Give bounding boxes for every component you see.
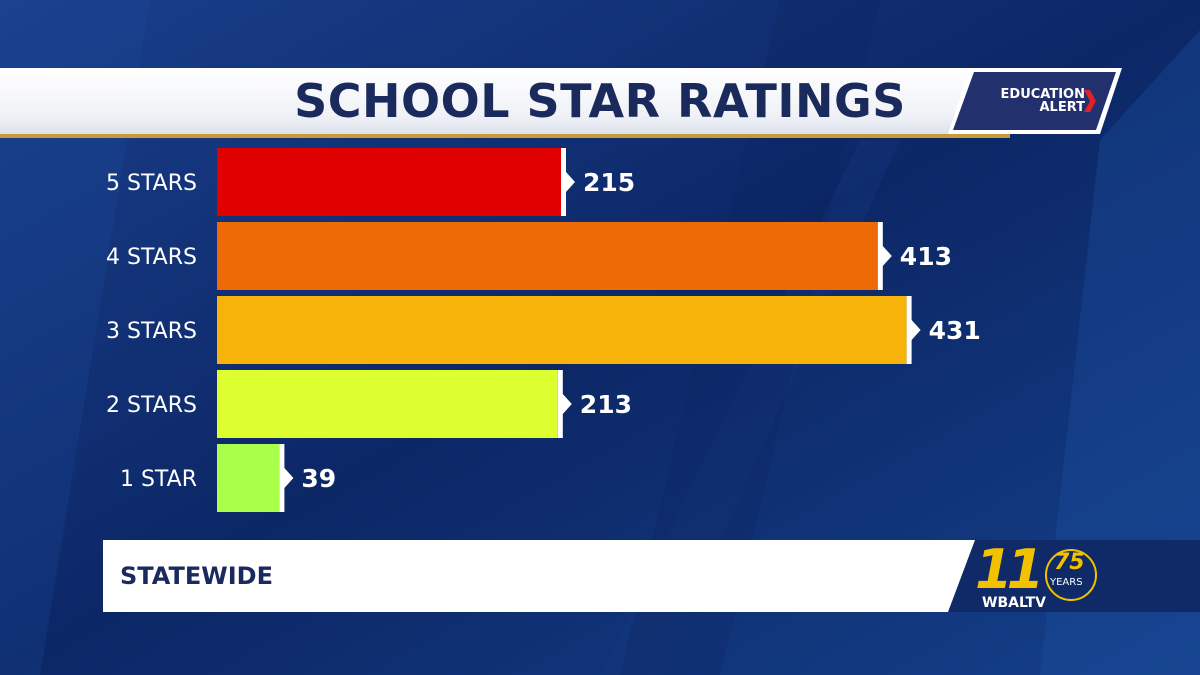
bar <box>217 148 561 216</box>
anniversary-ring-icon <box>1045 549 1097 601</box>
category-label: 4 STARS <box>106 245 197 270</box>
footer-label: STATEWIDE <box>120 562 273 590</box>
bar-chart: 5 STARS 215 4 STARS 413 3 STARS 431 2 STARS 213… <box>106 148 981 512</box>
bar <box>217 222 878 290</box>
bar-end-marker <box>279 444 294 512</box>
anniversary-years: YEARS <box>1050 577 1083 588</box>
bar-end-marker <box>561 148 575 216</box>
channel-11-logo: 11 <box>975 538 1044 601</box>
education-alert-badge <box>948 68 1122 134</box>
badge-line-2: ALERT <box>1039 100 1085 115</box>
bar-end-marker <box>877 222 892 290</box>
category-label: 2 STARS <box>106 393 197 418</box>
education-alert-text: EDUCATION ALERT <box>975 88 1085 114</box>
footer-band <box>103 540 975 612</box>
chart-title: SCHOOL STAR RATINGS <box>294 74 906 128</box>
bar <box>217 296 907 364</box>
value-label: 215 <box>583 168 635 197</box>
value-label: 39 <box>301 464 336 493</box>
value-label: 413 <box>900 242 952 271</box>
station-name: WBALTV <box>982 595 1046 611</box>
bar-end-marker <box>906 296 921 364</box>
anniversary-number: 75 <box>1054 550 1085 575</box>
value-label: 213 <box>580 390 632 419</box>
title-band <box>0 68 1010 138</box>
value-label: 431 <box>929 316 981 345</box>
category-label: 1 STAR <box>120 467 197 492</box>
category-label: 5 STARS <box>106 171 197 196</box>
bar <box>217 444 280 512</box>
bar-end-marker <box>557 370 572 438</box>
bar <box>217 370 558 438</box>
category-label: 3 STARS <box>106 319 197 344</box>
badge-line-1: EDUCATION <box>1000 87 1085 102</box>
